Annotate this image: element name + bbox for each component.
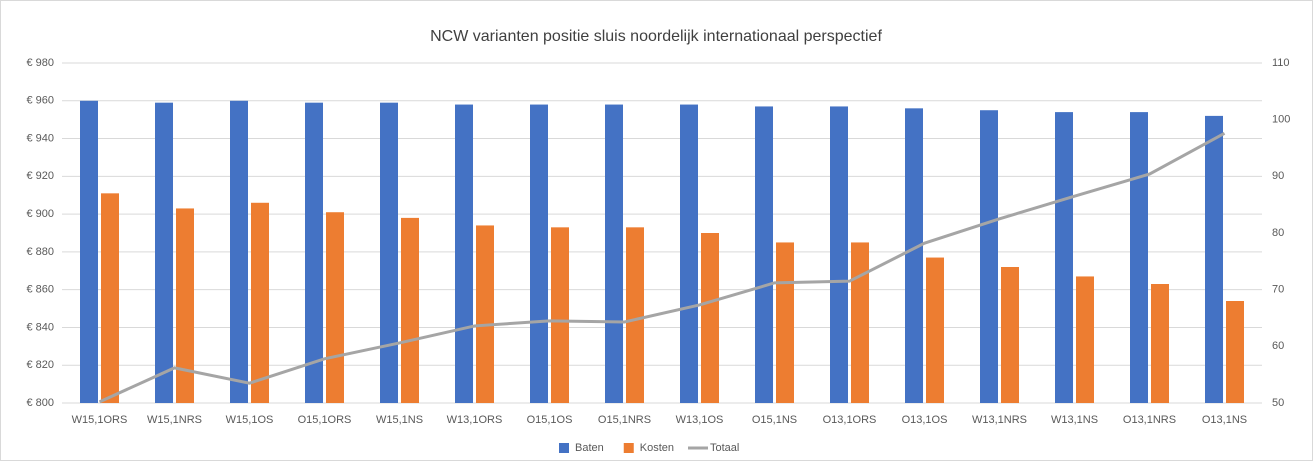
bar xyxy=(530,104,548,404)
bar xyxy=(701,233,719,403)
bar xyxy=(776,242,794,403)
x-tick-label: O13,1NS xyxy=(1202,414,1247,426)
bar xyxy=(1130,112,1148,403)
y2-tick-label: 90 xyxy=(1272,170,1284,182)
y-tick-label: € 800 xyxy=(26,397,54,409)
chart-title: NCW varianten positie sluis noordelijk i… xyxy=(430,28,882,45)
y-tick-label: € 980 xyxy=(26,57,54,69)
y2-tick-label: 110 xyxy=(1272,57,1290,69)
y-tick-label: € 920 xyxy=(26,170,54,182)
bar xyxy=(1055,112,1073,403)
bar xyxy=(680,104,698,404)
x-tick-label: W15,1NS xyxy=(376,414,423,426)
x-tick-label: O13,1OS xyxy=(902,414,948,426)
bar xyxy=(1226,301,1244,403)
y-tick-label: € 840 xyxy=(26,321,54,333)
x-tick-label: O15,1NRS xyxy=(598,414,651,426)
legend-label: Kosten xyxy=(640,442,674,454)
bar xyxy=(380,102,398,404)
x-tick-label: O15,1OS xyxy=(527,414,573,426)
bar xyxy=(851,242,869,403)
y-tick-label: € 960 xyxy=(26,95,54,107)
bar xyxy=(605,104,623,404)
x-tick-label: W15,1NRS xyxy=(147,414,202,426)
legend-swatch xyxy=(623,443,634,453)
legend-swatch xyxy=(559,443,569,453)
bar xyxy=(1001,267,1019,403)
bar xyxy=(905,108,923,403)
y2-tick-label: 100 xyxy=(1272,114,1290,126)
bar xyxy=(926,257,944,403)
legend-label: Totaal xyxy=(710,442,739,454)
y2-tick-label: 50 xyxy=(1272,397,1284,409)
x-tick-label: O15,1NS xyxy=(752,414,797,426)
y-tick-label: € 860 xyxy=(26,284,54,296)
x-tick-label: W13,1NRS xyxy=(972,414,1027,426)
bar xyxy=(326,212,344,403)
bar xyxy=(830,106,848,403)
bar xyxy=(176,208,194,403)
bar xyxy=(1151,284,1169,403)
y2-tick-label: 70 xyxy=(1272,284,1284,296)
y-tick-label: € 900 xyxy=(26,208,54,220)
bar xyxy=(455,104,473,404)
x-tick-label: W13,1OS xyxy=(676,414,724,426)
bar xyxy=(1076,276,1094,403)
bar xyxy=(80,100,98,404)
bar xyxy=(305,102,323,404)
x-tick-label: W13,1ORS xyxy=(447,414,503,426)
bar xyxy=(626,227,644,403)
line xyxy=(98,131,1226,404)
bar xyxy=(1205,115,1223,403)
bar xyxy=(401,217,419,403)
bar xyxy=(230,100,248,404)
x-tick-label: W13,1NS xyxy=(1051,414,1098,426)
bar xyxy=(551,227,569,403)
y2-tick-label: 80 xyxy=(1272,227,1284,239)
bar xyxy=(251,202,269,403)
x-tick-label: W15,1OS xyxy=(226,414,274,426)
bar xyxy=(155,102,173,404)
bar xyxy=(980,110,998,403)
x-tick-label: O13,1NRS xyxy=(1123,414,1176,426)
x-tick-label: O15,1ORS xyxy=(298,414,352,426)
y-tick-label: € 820 xyxy=(26,359,54,371)
y2-tick-label: 60 xyxy=(1272,340,1284,352)
x-tick-label: W15,1ORS xyxy=(72,414,128,426)
bar xyxy=(101,193,119,403)
y-tick-label: € 880 xyxy=(26,246,54,258)
legend-label: Baten xyxy=(575,442,604,454)
x-tick-label: O13,1ORS xyxy=(823,414,877,426)
y-tick-label: € 940 xyxy=(26,132,54,144)
bar xyxy=(755,106,773,403)
bar xyxy=(476,225,494,403)
